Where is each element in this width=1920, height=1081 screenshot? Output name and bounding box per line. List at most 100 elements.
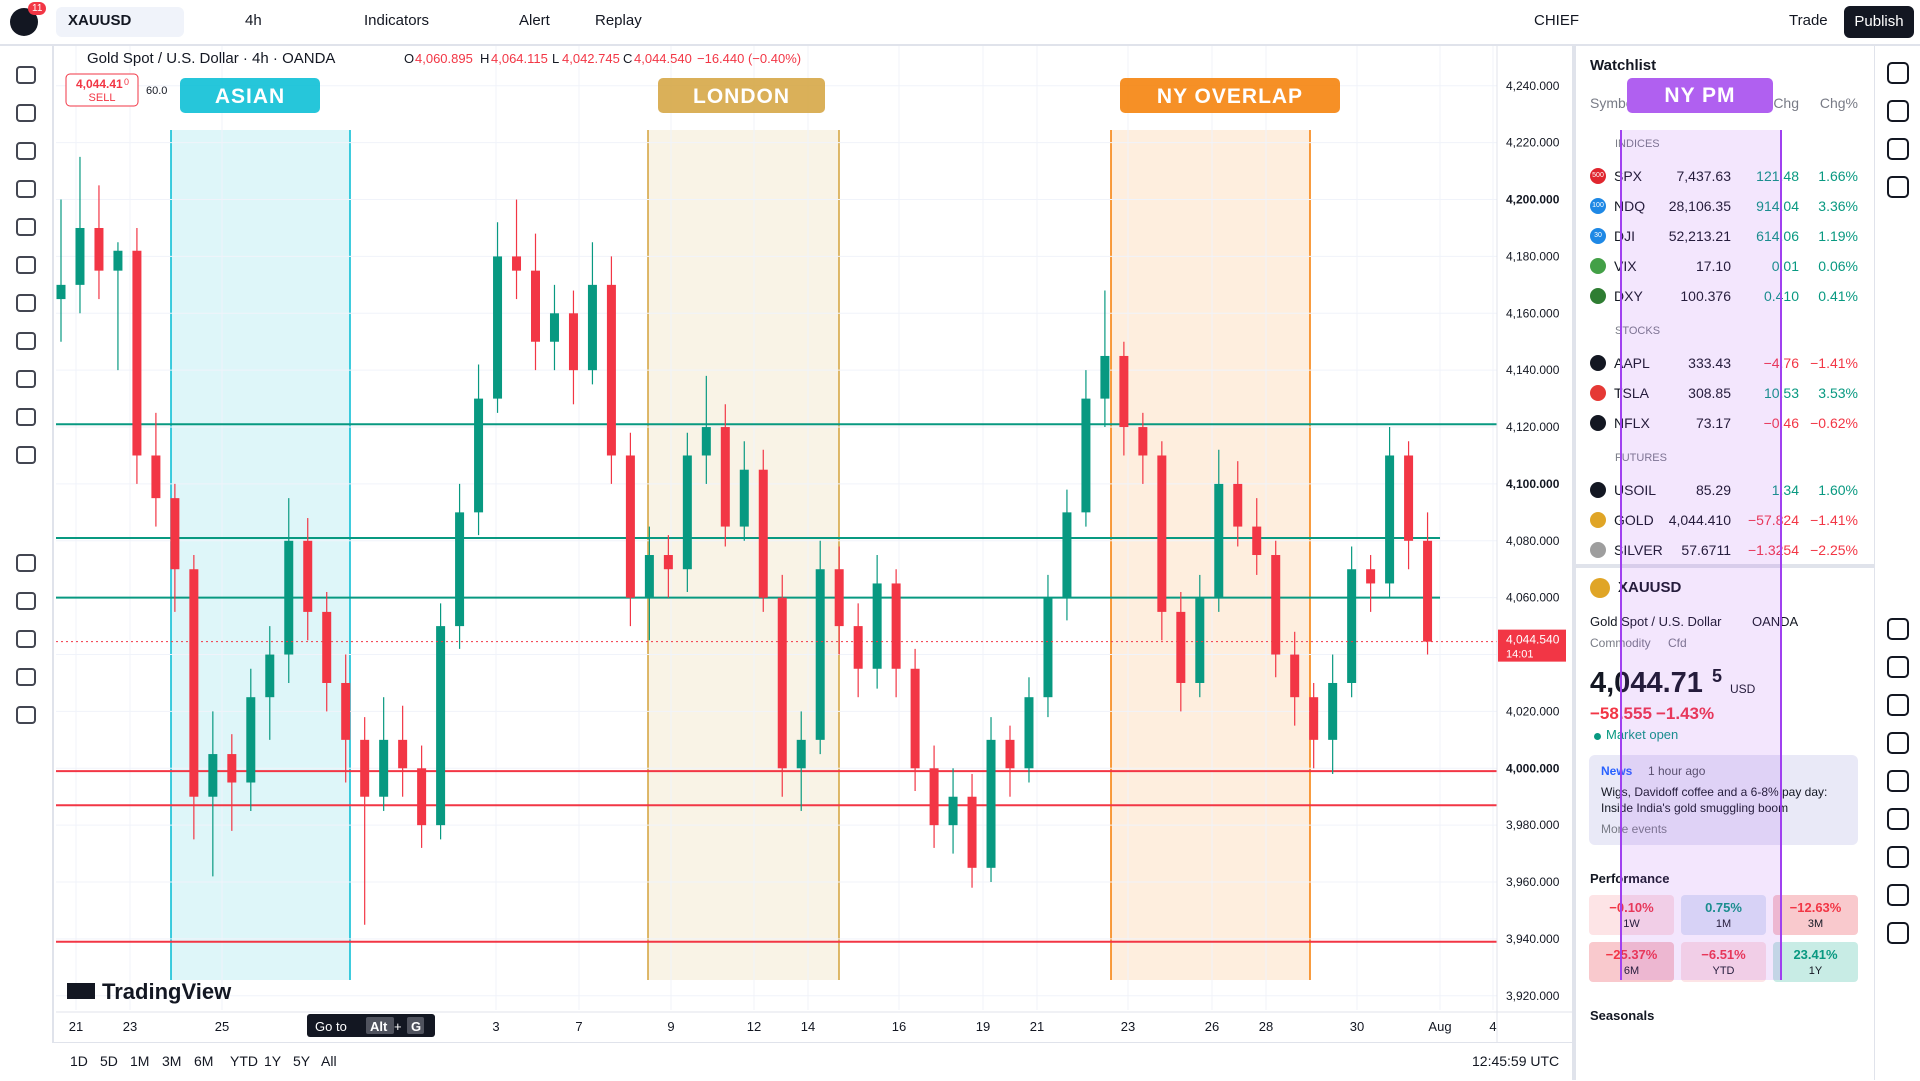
- range-button[interactable]: 1D: [70, 1053, 88, 1069]
- performance-period: 6M: [1623, 965, 1640, 977]
- panel-icon[interactable]: [1887, 100, 1909, 122]
- legend-title: Gold Spot / U.S. Dollar · 4h · OANDA: [87, 50, 335, 67]
- tool-icon[interactable]: [16, 66, 36, 84]
- tool-icon[interactable]: [16, 446, 36, 464]
- detail-kind: Cfd: [1668, 636, 1687, 650]
- candle-body: [1119, 355, 1129, 428]
- tool-icon[interactable]: [16, 256, 36, 274]
- notification-badge: 11: [28, 2, 47, 15]
- tool-icon[interactable]: [16, 218, 36, 236]
- tool-icon[interactable]: [16, 370, 36, 388]
- panel-icon[interactable]: [1887, 922, 1909, 944]
- row-symbol[interactable]: AAPL: [1614, 355, 1650, 371]
- market-status: Market open: [1606, 727, 1679, 742]
- row-chgp: −0.62%: [1810, 415, 1858, 431]
- replay-button[interactable]: Replay: [595, 12, 642, 29]
- panel-icon[interactable]: [1887, 770, 1909, 792]
- indicators-button[interactable]: Indicators: [364, 12, 430, 29]
- range-button[interactable]: 6M: [194, 1053, 214, 1069]
- range-button[interactable]: YTD: [230, 1053, 258, 1069]
- right-icon-strip: [1874, 46, 1920, 1080]
- tool-icon[interactable]: [16, 592, 36, 610]
- x-tick-label: 25: [215, 1019, 229, 1034]
- row-symbol[interactable]: VIX: [1614, 258, 1637, 274]
- tool-icon[interactable]: [16, 630, 36, 648]
- symbol[interactable]: XAUUSD: [68, 12, 132, 29]
- candle-body: [948, 796, 958, 826]
- detail-change-pct: −1.43%: [1656, 704, 1715, 723]
- candle-body: [568, 313, 578, 371]
- candle-body: [644, 555, 654, 598]
- range-button[interactable]: 5D: [100, 1053, 118, 1069]
- row-symbol[interactable]: SILVER: [1614, 542, 1663, 558]
- panel-icon[interactable]: [1887, 808, 1909, 830]
- detail-symbol-logo: [1590, 578, 1610, 598]
- range-button[interactable]: 5Y: [293, 1053, 311, 1069]
- candle-body: [1385, 455, 1395, 584]
- section-header: STOCKS: [1615, 325, 1661, 337]
- session-box: [1620, 130, 1782, 980]
- last-price-box: [1498, 629, 1566, 662]
- panel-icon[interactable]: [1887, 694, 1909, 716]
- news-more[interactable]: More events: [1601, 822, 1668, 836]
- watchlist-title[interactable]: Watchlist: [1590, 57, 1657, 74]
- symbol-search[interactable]: [56, 7, 184, 37]
- panel-icon[interactable]: [1887, 62, 1909, 84]
- tool-icon[interactable]: [16, 294, 36, 312]
- panel-icon[interactable]: [1887, 732, 1909, 754]
- session-label-box: [1120, 78, 1340, 113]
- x-tick-label: 21: [69, 1019, 83, 1034]
- top-toolbar: 11 XAUUSD 4h Indicators Alert Replay CHI…: [0, 0, 1920, 46]
- x-tick-label: 23: [1121, 1019, 1135, 1034]
- row-chgp: 3.53%: [1818, 385, 1858, 401]
- range-button[interactable]: All: [321, 1053, 337, 1069]
- candle-body: [1309, 697, 1319, 740]
- panel-icon[interactable]: [1887, 656, 1909, 678]
- sell-label: SELL: [89, 92, 116, 104]
- range-button[interactable]: 1M: [130, 1053, 150, 1069]
- row-last: 17.10: [1695, 258, 1731, 274]
- tool-icon[interactable]: [16, 706, 36, 724]
- bottom-bar: 1D 5D 1M 3M 6M YTD 1Y 5Y All 12:45:59 UTC: [52, 1042, 1572, 1081]
- panel-icon[interactable]: [1887, 138, 1909, 160]
- row-symbol[interactable]: NFLX: [1614, 415, 1650, 431]
- candle-body: [549, 313, 559, 342]
- y-tick-label: 4,160.000: [1506, 306, 1560, 320]
- row-chg: 0.01: [1771, 258, 1799, 274]
- row-symbol[interactable]: GOLD: [1614, 512, 1654, 528]
- y-tick-label: 3,940.000: [1506, 932, 1560, 946]
- tool-icon[interactable]: [16, 668, 36, 686]
- y-tick-label: 4,220.000: [1506, 136, 1560, 150]
- tool-icon[interactable]: [16, 142, 36, 160]
- candle-body: [967, 796, 977, 868]
- tool-icon[interactable]: [16, 408, 36, 426]
- publish-button[interactable]: Publish: [1844, 6, 1914, 38]
- row-symbol[interactable]: TSLA: [1614, 385, 1650, 401]
- session-box: [1111, 130, 1310, 980]
- watermark-logo: [67, 983, 95, 999]
- interval[interactable]: 4h: [245, 12, 262, 29]
- tool-icon[interactable]: [16, 104, 36, 122]
- range-button[interactable]: 3M: [162, 1053, 182, 1069]
- panel-icon[interactable]: [1887, 618, 1909, 640]
- panel-icon[interactable]: [1887, 884, 1909, 906]
- row-chgp: −1.41%: [1810, 355, 1858, 371]
- panel-icon[interactable]: [1887, 176, 1909, 198]
- layout-name[interactable]: CHIEF: [1534, 12, 1579, 29]
- news-card[interactable]: [1589, 755, 1858, 845]
- tool-icon[interactable]: [16, 554, 36, 572]
- candle-body: [739, 469, 749, 527]
- panel-icon[interactable]: [1887, 846, 1909, 868]
- row-symbol[interactable]: USOIL: [1614, 482, 1657, 498]
- candle-body: [720, 427, 730, 527]
- alert-button[interactable]: Alert: [519, 12, 550, 29]
- trade-button[interactable]: Trade: [1789, 12, 1828, 29]
- row-symbol[interactable]: DJI: [1614, 228, 1635, 244]
- candle-body: [322, 611, 332, 683]
- tool-icon[interactable]: [16, 180, 36, 198]
- tool-icon[interactable]: [16, 332, 36, 350]
- range-button[interactable]: 1Y: [264, 1053, 282, 1069]
- column-header: Chg%: [1819, 95, 1858, 111]
- candle-body: [815, 569, 825, 740]
